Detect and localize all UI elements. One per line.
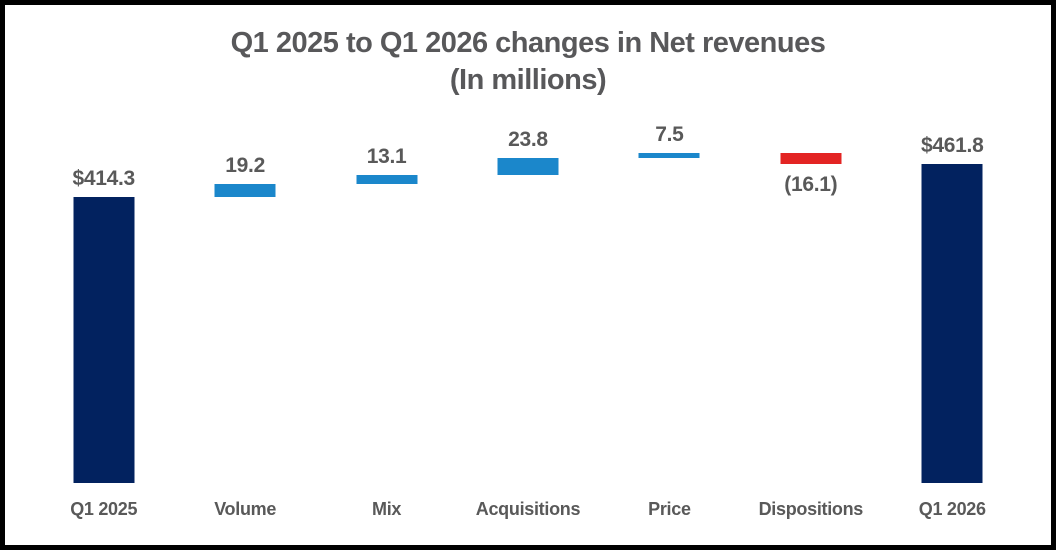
bar-q1-2025 <box>73 197 135 483</box>
category-label-q1-2025: Q1 2025 <box>70 499 138 519</box>
bar-acquisitions <box>497 158 559 175</box>
plot-area: $414.3 19.2 13.1 23.8 7.5 (16.1) $461.8 <box>33 96 1023 483</box>
waterfall-column-q1-2025: $414.3 <box>33 96 174 483</box>
chart-title: Q1 2025 to Q1 2026 changes in Net revenu… <box>230 27 826 59</box>
category-label-mix: Mix <box>372 499 402 519</box>
value-label-price: 7.5 <box>655 123 684 147</box>
waterfall-column-volume: 19.2 <box>174 96 315 483</box>
bar-q1-2026 <box>921 164 983 483</box>
category-label-volume: Volume <box>214 499 277 519</box>
waterfall-column-price: 7.5 <box>599 96 740 483</box>
chart-subtitle: (In millions) <box>449 64 607 96</box>
category-axis: Q1 2025 Volume Mix Acquisitions Price Disposi… <box>33 499 1023 520</box>
waterfall-column-dispositions: (16.1) <box>740 96 881 483</box>
value-label-volume: 19.2 <box>225 153 265 177</box>
waterfall-column-q1-2026: $461.8 <box>882 96 1023 483</box>
bar-price <box>638 153 700 159</box>
waterfall-column-mix: 13.1 <box>316 96 457 483</box>
value-label-dispositions: (16.1) <box>784 173 838 197</box>
bar-mix <box>356 174 418 184</box>
bar-dispositions <box>780 153 842 165</box>
category-label-dispositions: Dispositions <box>758 499 864 519</box>
category-label-price: Price <box>648 499 691 519</box>
category-label-q1-2026: Q1 2026 <box>918 499 986 519</box>
value-label-acquisitions: 23.8 <box>508 128 548 152</box>
value-label-q1-2026: $461.8 <box>921 134 984 158</box>
category-label-acquisitions: Acquisitions <box>475 499 581 519</box>
value-label-q1-2025: $414.3 <box>72 167 135 190</box>
bar-volume <box>214 183 276 197</box>
value-label-mix: 13.1 <box>366 144 407 168</box>
waterfall-column-acquisitions: 23.8 <box>457 96 598 483</box>
